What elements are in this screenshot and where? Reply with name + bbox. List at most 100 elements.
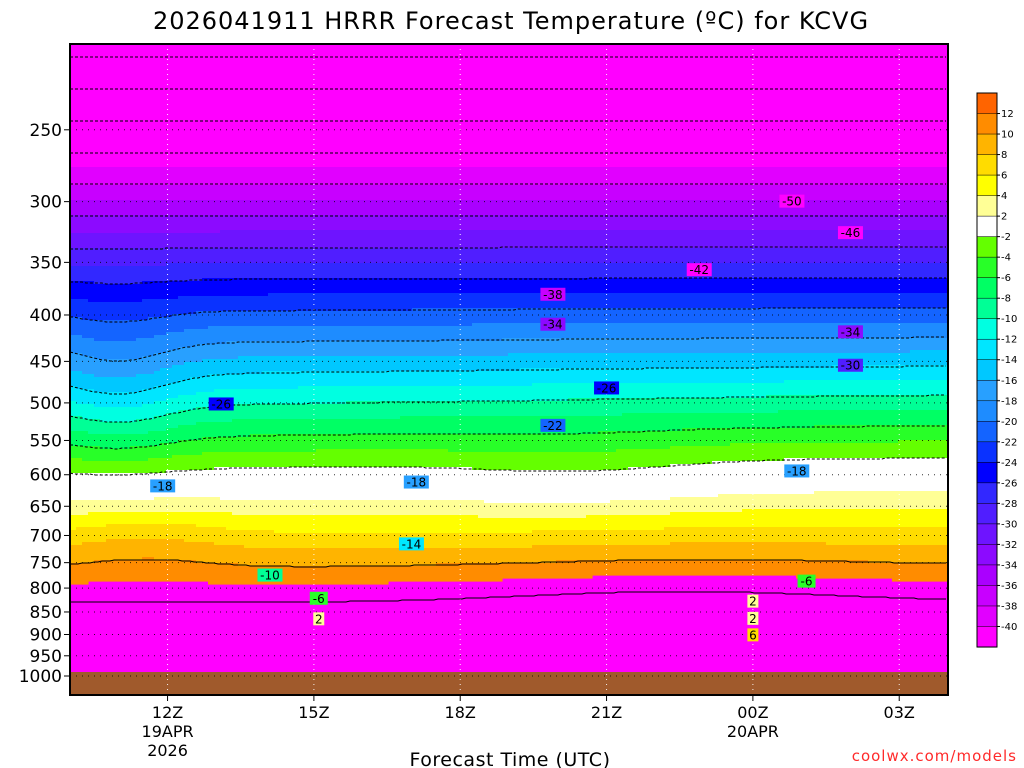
temperature-band-cell xyxy=(856,380,863,396)
temperature-band-cell xyxy=(844,545,851,561)
temperature-band-cell xyxy=(904,200,911,216)
temperature-band-cell xyxy=(688,215,695,231)
temperature-band-cell xyxy=(484,518,491,534)
temperature-band-cell xyxy=(316,263,323,279)
temperature-band-cell xyxy=(592,416,599,435)
temperature-band-cell xyxy=(292,248,299,264)
temperature-band-cell xyxy=(688,512,695,528)
temperature-band-cell xyxy=(520,338,527,354)
colorbar-swatch xyxy=(976,482,998,504)
temperature-band-cell xyxy=(232,215,239,231)
temperature-band-cell xyxy=(550,401,557,417)
temperature-band-cell xyxy=(598,416,605,432)
temperature-band-cell xyxy=(556,293,563,309)
temperature-band-cell xyxy=(412,356,419,372)
temperature-band-cell xyxy=(778,293,785,309)
temperature-band-cell xyxy=(106,461,113,474)
temperature-band-cell xyxy=(544,230,551,249)
temperature-band-cell xyxy=(130,524,137,540)
temperature-band-cell xyxy=(406,341,413,357)
temperature-band-cell xyxy=(778,167,785,186)
temperature-band-cell xyxy=(256,248,263,264)
temperature-band-cell xyxy=(214,374,221,390)
temperature-band-cell xyxy=(346,548,353,567)
temperature-band-cell xyxy=(658,413,665,432)
temperature-band-cell xyxy=(172,167,179,186)
temperature-band-cell xyxy=(676,368,683,384)
temperature-band-cell xyxy=(580,416,587,435)
temperature-band-cell xyxy=(220,512,227,528)
temperature-band-cell xyxy=(154,215,161,234)
temperature-band-cell xyxy=(454,230,461,249)
temperature-band-cell xyxy=(376,533,383,549)
temperature-band-cell xyxy=(634,398,641,414)
contour-label-backing xyxy=(797,574,816,588)
temperature-band-cell xyxy=(268,200,275,216)
temperature-band-cell xyxy=(244,311,251,327)
temperature-band-cell xyxy=(472,44,479,168)
temperature-band-cell xyxy=(676,308,683,324)
temperature-band-cell xyxy=(898,440,905,459)
temperature-band-cell xyxy=(382,293,389,312)
chart-title: 2026041911 HRRR Forecast Temperature (ºC… xyxy=(153,7,869,35)
temperature-band-cell xyxy=(826,278,833,294)
temperature-band-cell xyxy=(442,563,449,582)
temperature-band-cell xyxy=(664,278,671,294)
temperature-band-cell xyxy=(670,497,677,513)
temperature-band-cell xyxy=(520,308,527,324)
temperature-band-cell xyxy=(406,311,413,327)
temperature-band-cell xyxy=(142,461,149,474)
temperature-band-cell xyxy=(802,410,809,429)
temperature-band-cell xyxy=(256,167,263,186)
temperature-band-cell xyxy=(442,449,449,468)
temperature-band-cell xyxy=(850,527,857,546)
temperature-band-cell xyxy=(856,263,863,279)
temperature-band-cell xyxy=(556,530,563,546)
temperature-band-cell xyxy=(376,449,383,468)
temperature-band-cell xyxy=(490,548,497,564)
temperature-band-cell xyxy=(274,230,281,249)
temperature-band-cell xyxy=(934,44,941,168)
temperature-band-cell xyxy=(478,386,485,402)
temperature-band-cell xyxy=(568,353,575,369)
temperature-band-cell xyxy=(856,230,863,249)
temperature-band-cell xyxy=(850,365,857,381)
temperature-band-cell xyxy=(550,353,557,369)
temperature-band-cell xyxy=(424,548,431,567)
temperature-band-cell xyxy=(418,566,425,582)
temperature-band-cell xyxy=(916,293,923,309)
temperature-band-cell xyxy=(304,200,311,216)
temperature-band-cell xyxy=(130,560,137,582)
temperature-band-cell xyxy=(706,413,713,429)
temperature-band-cell xyxy=(754,293,761,309)
temperature-band-cell xyxy=(856,365,863,381)
temperature-band-cell xyxy=(382,434,389,450)
temperature-band-cell xyxy=(544,44,551,168)
temperature-band-cell xyxy=(466,500,473,516)
temperature-band-cell xyxy=(406,416,413,435)
temperature-band-cell xyxy=(268,215,275,231)
temperature-band-cell xyxy=(358,200,365,216)
temperature-band-cell xyxy=(826,425,833,444)
temperature-band-cell xyxy=(334,278,341,294)
temperature-band-cell xyxy=(778,368,785,384)
temperature-band-cell xyxy=(436,449,443,468)
x-tick-label: 15Z xyxy=(298,703,329,722)
temperature-band-cell xyxy=(856,443,863,459)
colorbar-label: -40 xyxy=(1001,622,1017,633)
temperature-band-cell xyxy=(112,560,119,582)
temperature-band-cell xyxy=(418,341,425,357)
temperature-band-cell xyxy=(700,167,707,186)
temperature-band-cell xyxy=(88,389,95,405)
temperature-band-cell xyxy=(658,560,665,576)
temperature-band-cell xyxy=(706,368,713,384)
temperature-band-cell xyxy=(220,215,227,231)
temperature-band-cell xyxy=(922,263,929,279)
temperature-band-cell xyxy=(178,263,185,282)
temperature-band-cell xyxy=(514,470,521,504)
temperature-band-cell xyxy=(232,326,239,342)
temperature-band-cell xyxy=(304,263,311,279)
temperature-band-cell xyxy=(766,368,773,384)
temperature-band-cell xyxy=(298,371,305,387)
temperature-band-cell xyxy=(388,293,395,312)
